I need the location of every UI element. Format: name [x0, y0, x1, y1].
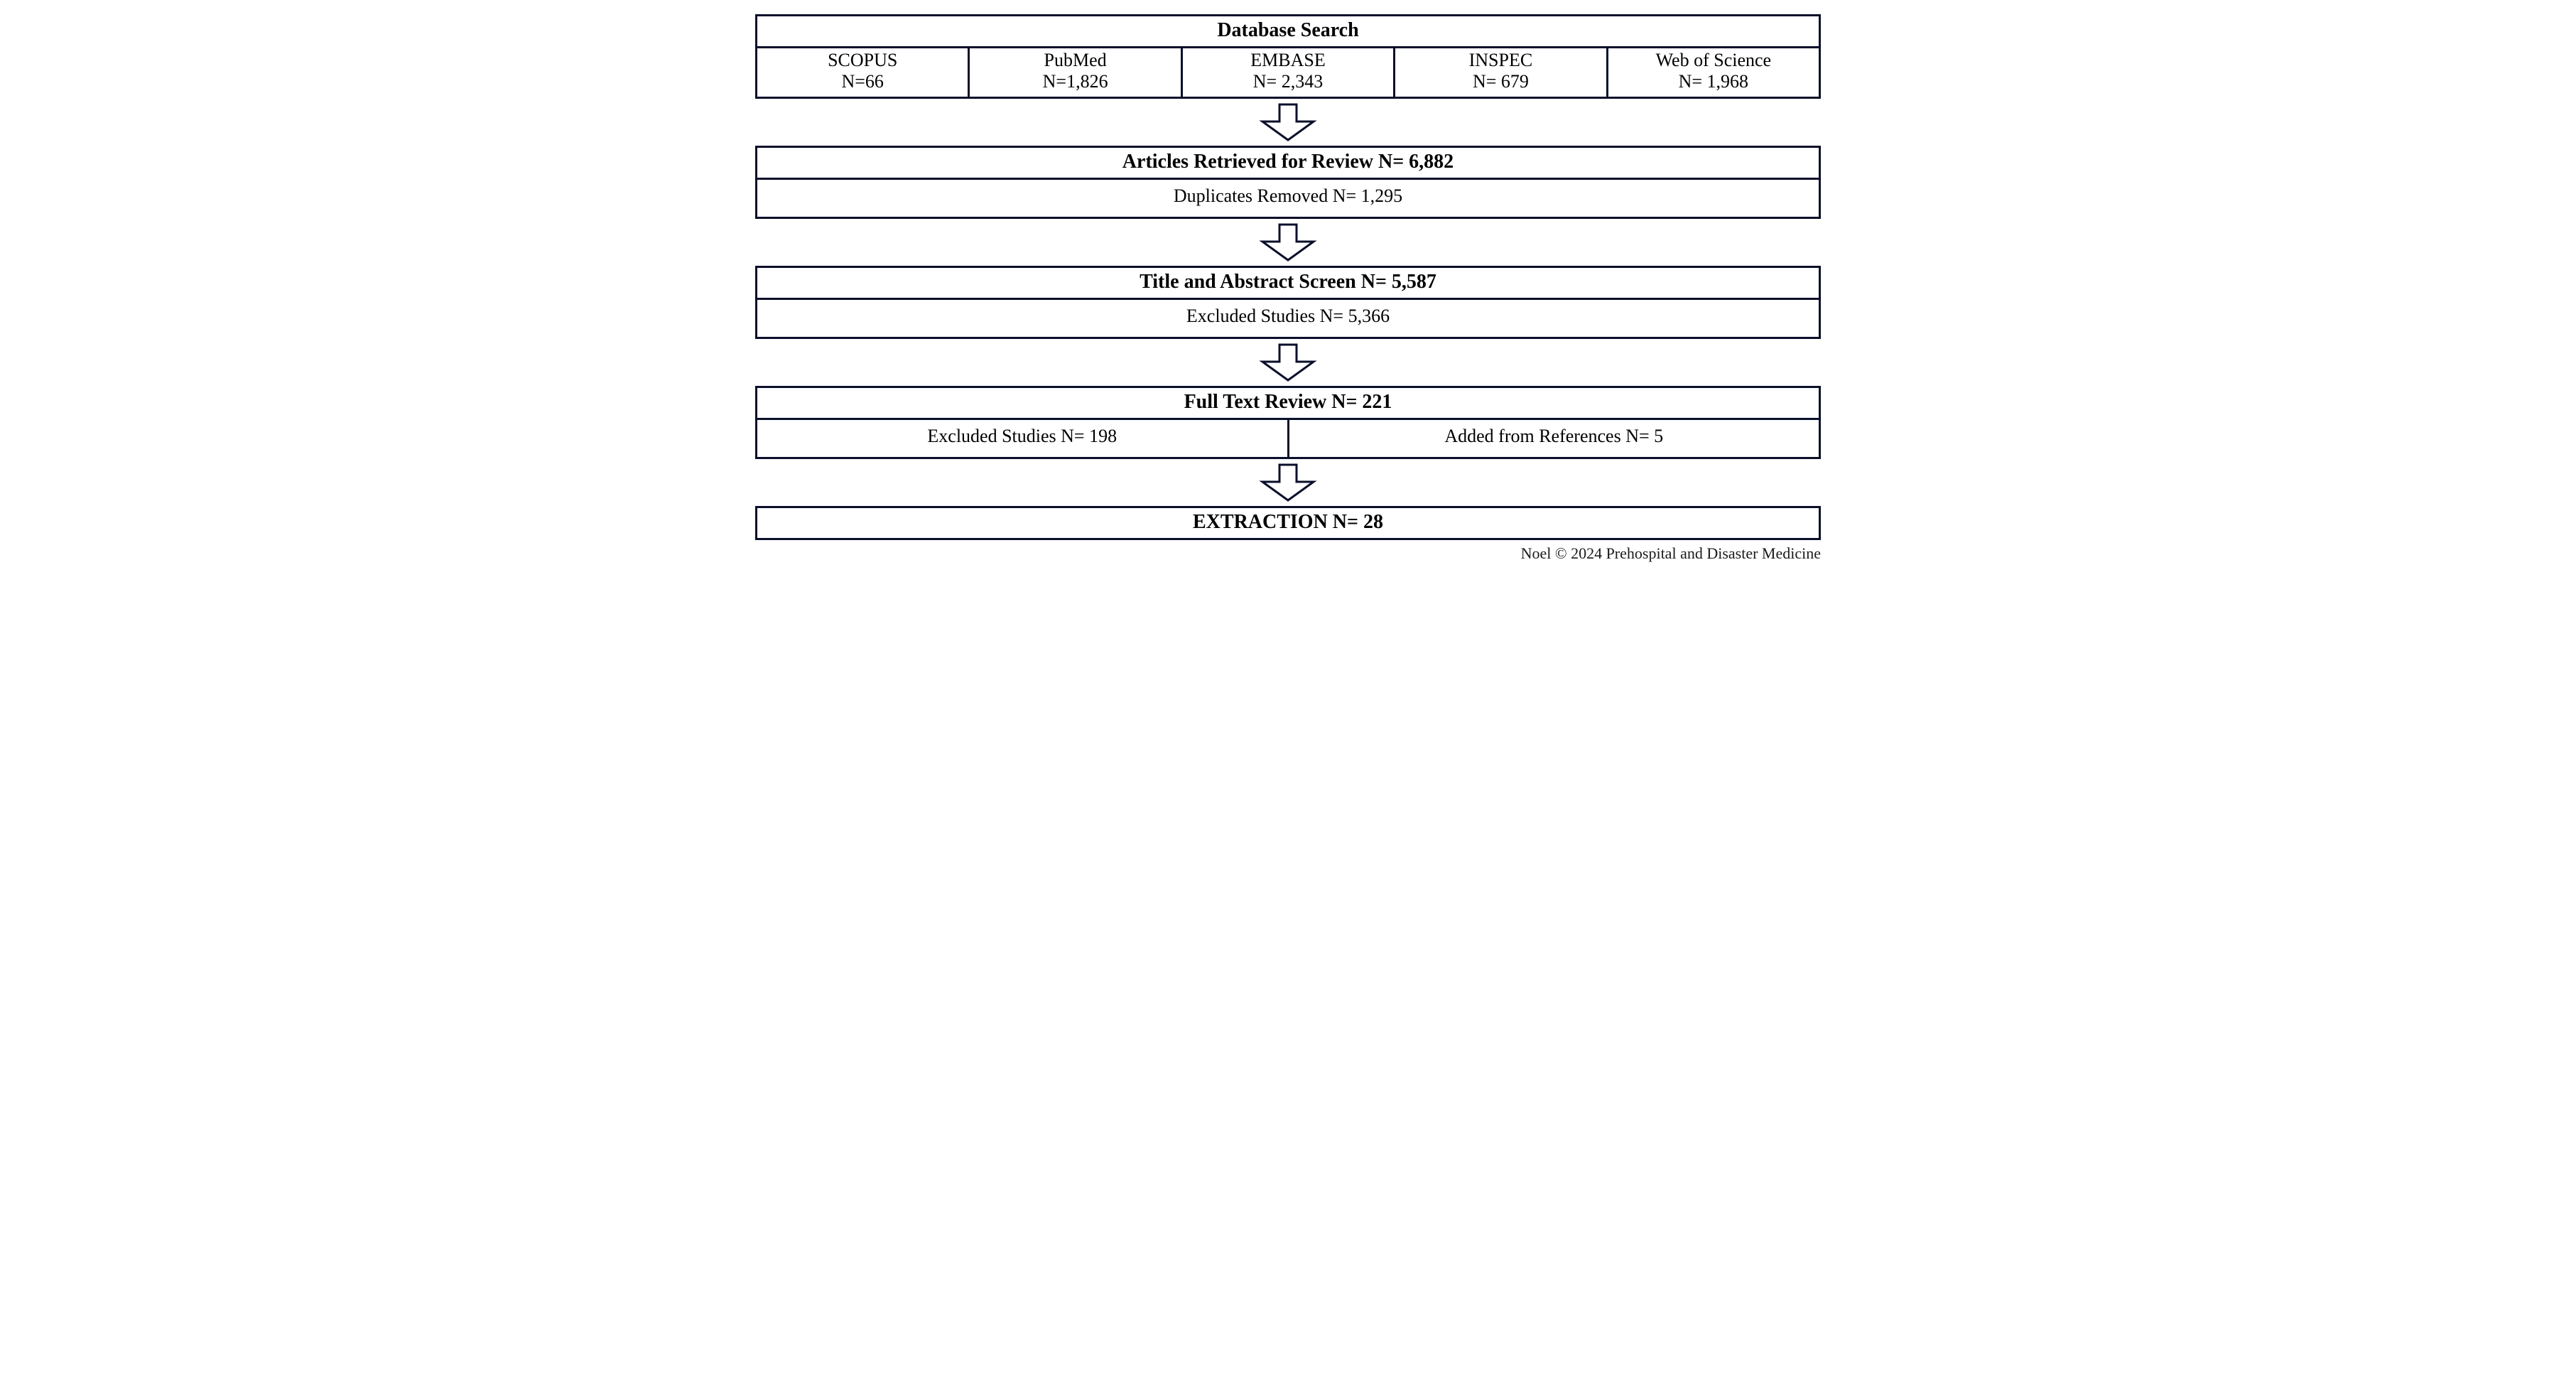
- stage-articles-retrieved: Articles Retrieved for Review N= 6,882 D…: [755, 146, 1821, 219]
- db-scopus-name: SCOPUS: [757, 50, 968, 71]
- db-embase-count: N= 2,343: [1183, 71, 1393, 92]
- db-scopus: SCOPUS N=66: [757, 48, 970, 97]
- excluded-studies-fulltext: Excluded Studies N= 198: [757, 420, 1289, 457]
- duplicates-removed: Duplicates Removed N= 1,295: [757, 180, 1819, 217]
- db-scopus-count: N=66: [757, 71, 968, 92]
- arrow-down-icon: [1258, 223, 1318, 262]
- extraction-title: EXTRACTION N= 28: [757, 508, 1819, 538]
- db-inspec-name: INSPEC: [1395, 50, 1606, 71]
- db-pubmed-count: N=1,826: [970, 71, 1180, 92]
- arrow-down-icon: [1258, 103, 1318, 141]
- arrow-down-icon: [1258, 463, 1318, 502]
- db-embase-name: EMBASE: [1183, 50, 1393, 71]
- stage-title-abstract-screen: Title and Abstract Screen N= 5,587 Exclu…: [755, 266, 1821, 339]
- full-text-title: Full Text Review N= 221: [757, 388, 1819, 420]
- stage-extraction: EXTRACTION N= 28: [755, 506, 1821, 540]
- title-abstract-title: Title and Abstract Screen N= 5,587: [757, 268, 1819, 300]
- excluded-studies-screen: Excluded Studies N= 5,366: [757, 300, 1819, 337]
- articles-retrieved-title: Articles Retrieved for Review N= 6,882: [757, 148, 1819, 180]
- db-inspec-count: N= 679: [1395, 71, 1606, 92]
- db-wos-name: Web of Science: [1608, 50, 1819, 71]
- full-text-split: Excluded Studies N= 198 Added from Refer…: [757, 420, 1819, 457]
- db-row: SCOPUS N=66 PubMed N=1,826 EMBASE N= 2,3…: [757, 48, 1819, 97]
- db-wos: Web of Science N= 1,968: [1608, 48, 1819, 97]
- arrow-down-icon: [1258, 343, 1318, 382]
- db-wos-count: N= 1,968: [1608, 71, 1819, 92]
- db-pubmed-name: PubMed: [970, 50, 1180, 71]
- db-inspec: INSPEC N= 679: [1395, 48, 1608, 97]
- db-search-title: Database Search: [757, 16, 1819, 48]
- attribution-text: Noel © 2024 Prehospital and Disaster Med…: [755, 544, 1821, 563]
- db-pubmed: PubMed N=1,826: [970, 48, 1182, 97]
- prisma-flowchart: Database Search SCOPUS N=66 PubMed N=1,8…: [755, 14, 1821, 540]
- added-from-references: Added from References N= 5: [1289, 420, 1819, 457]
- stage-database-search: Database Search SCOPUS N=66 PubMed N=1,8…: [755, 14, 1821, 99]
- db-embase: EMBASE N= 2,343: [1183, 48, 1395, 97]
- stage-full-text-review: Full Text Review N= 221 Excluded Studies…: [755, 386, 1821, 459]
